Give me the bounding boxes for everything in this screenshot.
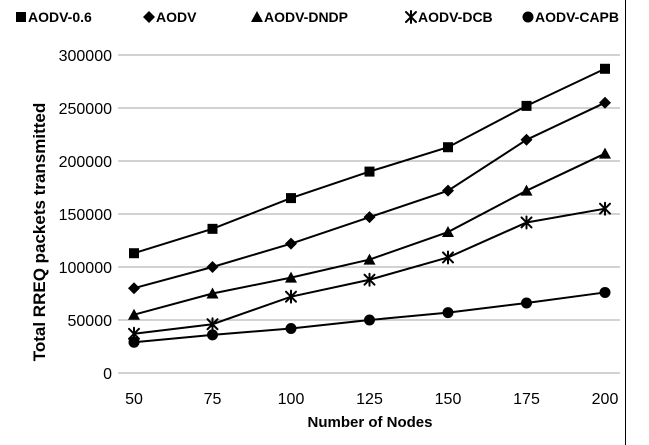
data-point: [286, 193, 296, 204]
legend: AODV-0.6 AODV AODV-DNDP AODV-DCB AODV-CAPB: [16, 9, 619, 25]
data-point: [520, 215, 533, 230]
series-aodv-0-6: [129, 63, 610, 259]
data-point: [285, 322, 297, 334]
data-point: [364, 314, 375, 326]
data-point: [442, 184, 454, 197]
data-point: [599, 201, 611, 216]
data-point: [285, 237, 297, 250]
data-point: [363, 272, 376, 287]
legend-marker: [16, 12, 26, 22]
legend-item: AODV: [143, 9, 197, 25]
data-point: [599, 286, 611, 298]
x-tick-label: 125: [356, 391, 383, 408]
data-point: [599, 96, 611, 109]
y-tick-label: 50000: [68, 313, 113, 330]
series-aodv-capb: [128, 286, 611, 348]
data-point: [443, 142, 453, 153]
x-tick-label: 75: [204, 391, 222, 408]
data-point: [206, 287, 219, 299]
y-tick-label: 200000: [59, 154, 112, 171]
series-line: [133, 152, 606, 316]
data-point: [363, 253, 376, 265]
legend-marker: [251, 11, 263, 22]
legend-label: AODV: [156, 9, 197, 25]
x-tick-label: 150: [435, 391, 462, 408]
data-point: [363, 211, 376, 224]
legend-marker: [522, 11, 534, 23]
data-point: [520, 184, 533, 196]
data-point: [285, 271, 297, 283]
y-tick-label: 100000: [59, 260, 112, 277]
data-point: [206, 317, 219, 332]
x-tick-label: 200: [592, 391, 619, 408]
legend-label: AODV-DNDP: [264, 9, 348, 25]
data-point: [129, 248, 139, 259]
series-aodv-dndp: [128, 147, 611, 320]
data-point: [600, 63, 610, 74]
data-point: [521, 297, 532, 309]
x-tick-label: 175: [513, 391, 540, 408]
series-aodv: [128, 96, 611, 295]
y-tick-label: 0: [103, 366, 112, 383]
data-point: [442, 226, 454, 238]
data-point: [207, 223, 218, 234]
x-tick-label: 50: [125, 391, 143, 408]
data-point: [285, 289, 297, 304]
data-point: [520, 133, 533, 146]
data-point: [521, 100, 532, 111]
frame-edge: [625, 0, 626, 445]
y-tick-label: 300000: [59, 48, 112, 65]
legend-item: AODV-DCB: [405, 9, 493, 25]
data-point: [128, 282, 140, 295]
legend-item: AODV-CAPB: [522, 9, 619, 25]
x-tick-label: 100: [278, 391, 305, 408]
data-point: [128, 336, 140, 348]
legend-marker: [405, 10, 417, 24]
data-point: [442, 250, 454, 265]
axes: 0 50000 100000 150000 200000 250000 300000 50 75…: [59, 48, 620, 408]
data-point: [599, 147, 611, 159]
y-tick-label: 250000: [59, 101, 112, 118]
legend-label: AODV-CAPB: [535, 9, 619, 25]
data-point: [206, 261, 219, 273]
data-point: [207, 329, 218, 341]
data-point: [364, 166, 375, 177]
y-tick-label: 150000: [59, 207, 112, 224]
data-point: [128, 308, 140, 320]
series-aodv-dcb: [128, 201, 611, 341]
legend-label: AODV-DCB: [418, 9, 493, 25]
y-axis-title: Total RREQ packets transmitted: [30, 103, 49, 362]
series-group: [128, 63, 611, 348]
x-axis-title: Number of Nodes: [307, 414, 432, 431]
legend-item: AODV-0.6: [16, 9, 92, 25]
legend-marker: [143, 11, 155, 23]
data-point: [442, 307, 454, 319]
legend-item: AODV-DNDP: [251, 9, 348, 25]
legend-label: AODV-0.6: [28, 9, 92, 25]
gridlines: [118, 54, 620, 321]
